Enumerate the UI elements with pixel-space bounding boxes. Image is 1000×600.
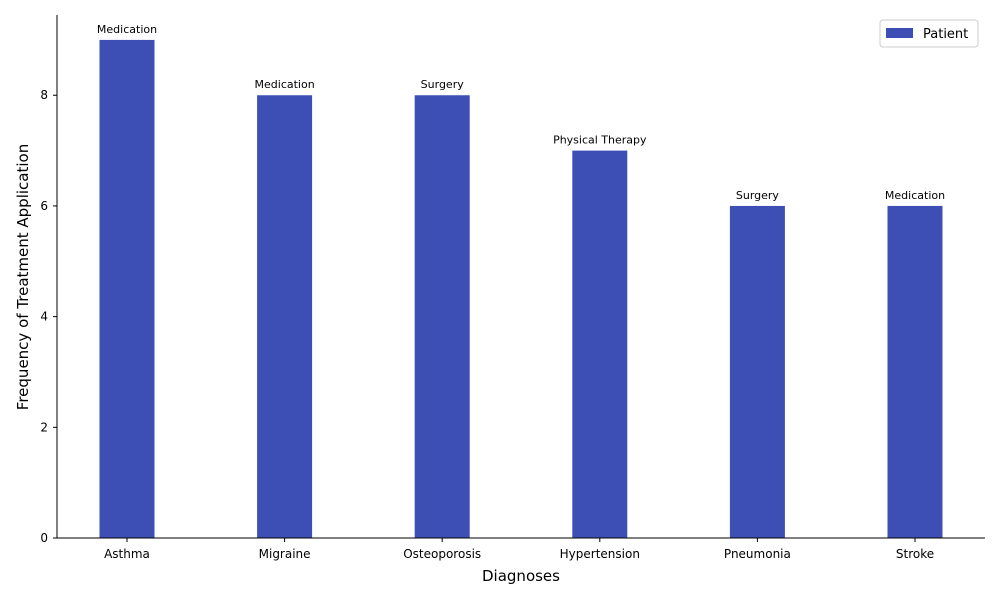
- x-tick-label: Pneumonia: [724, 547, 791, 561]
- y-ticks-layer: 0 2 4 6 8: [40, 88, 57, 545]
- legend: Patient: [879, 19, 979, 48]
- x-tick-label: Stroke: [896, 547, 934, 561]
- bar-hypertension: [572, 150, 628, 538]
- y-tick-label: 4: [40, 310, 48, 324]
- y-tick-label: 0: [40, 531, 48, 545]
- bar-osteoporosis: [414, 95, 470, 538]
- y-tick-label: 8: [40, 88, 48, 102]
- axes-layer: [56, 15, 985, 539]
- bar-migraine: [257, 95, 313, 538]
- x-tick-label: Migraine: [259, 547, 311, 561]
- legend-label: Patient: [923, 27, 968, 42]
- bar-data-label: Physical Therapy: [553, 134, 647, 147]
- bar-data-label: Surgery: [736, 189, 780, 202]
- bar-stroke: [887, 205, 943, 538]
- legend-swatch: [886, 28, 913, 38]
- y-axis-title: Frequency of Treatment Application: [14, 144, 32, 410]
- legend-box: [879, 19, 979, 48]
- bar-data-label: Medication: [255, 78, 315, 91]
- x-tick-label: Osteoporosis: [403, 547, 481, 561]
- x-tick-label: Hypertension: [560, 547, 640, 561]
- y-tick-label: 6: [40, 199, 48, 213]
- bar-pneumonia: [729, 205, 785, 538]
- bar-data-label: Surgery: [421, 78, 465, 91]
- bar-data-label: Medication: [885, 189, 945, 202]
- bar-labels-layer: Medication Medication Surgery Physical Ther…: [97, 23, 945, 202]
- bars-layer: [99, 39, 943, 539]
- x-axis-title: Diagnoses: [482, 567, 560, 585]
- x-tick-label: Asthma: [104, 547, 150, 561]
- bar-asthma: [99, 39, 155, 539]
- x-ticks-layer: Asthma Migraine Osteoporosis Hypertension Pn…: [104, 538, 934, 561]
- bar-data-label: Medication: [97, 23, 157, 36]
- y-tick-label: 2: [40, 420, 48, 434]
